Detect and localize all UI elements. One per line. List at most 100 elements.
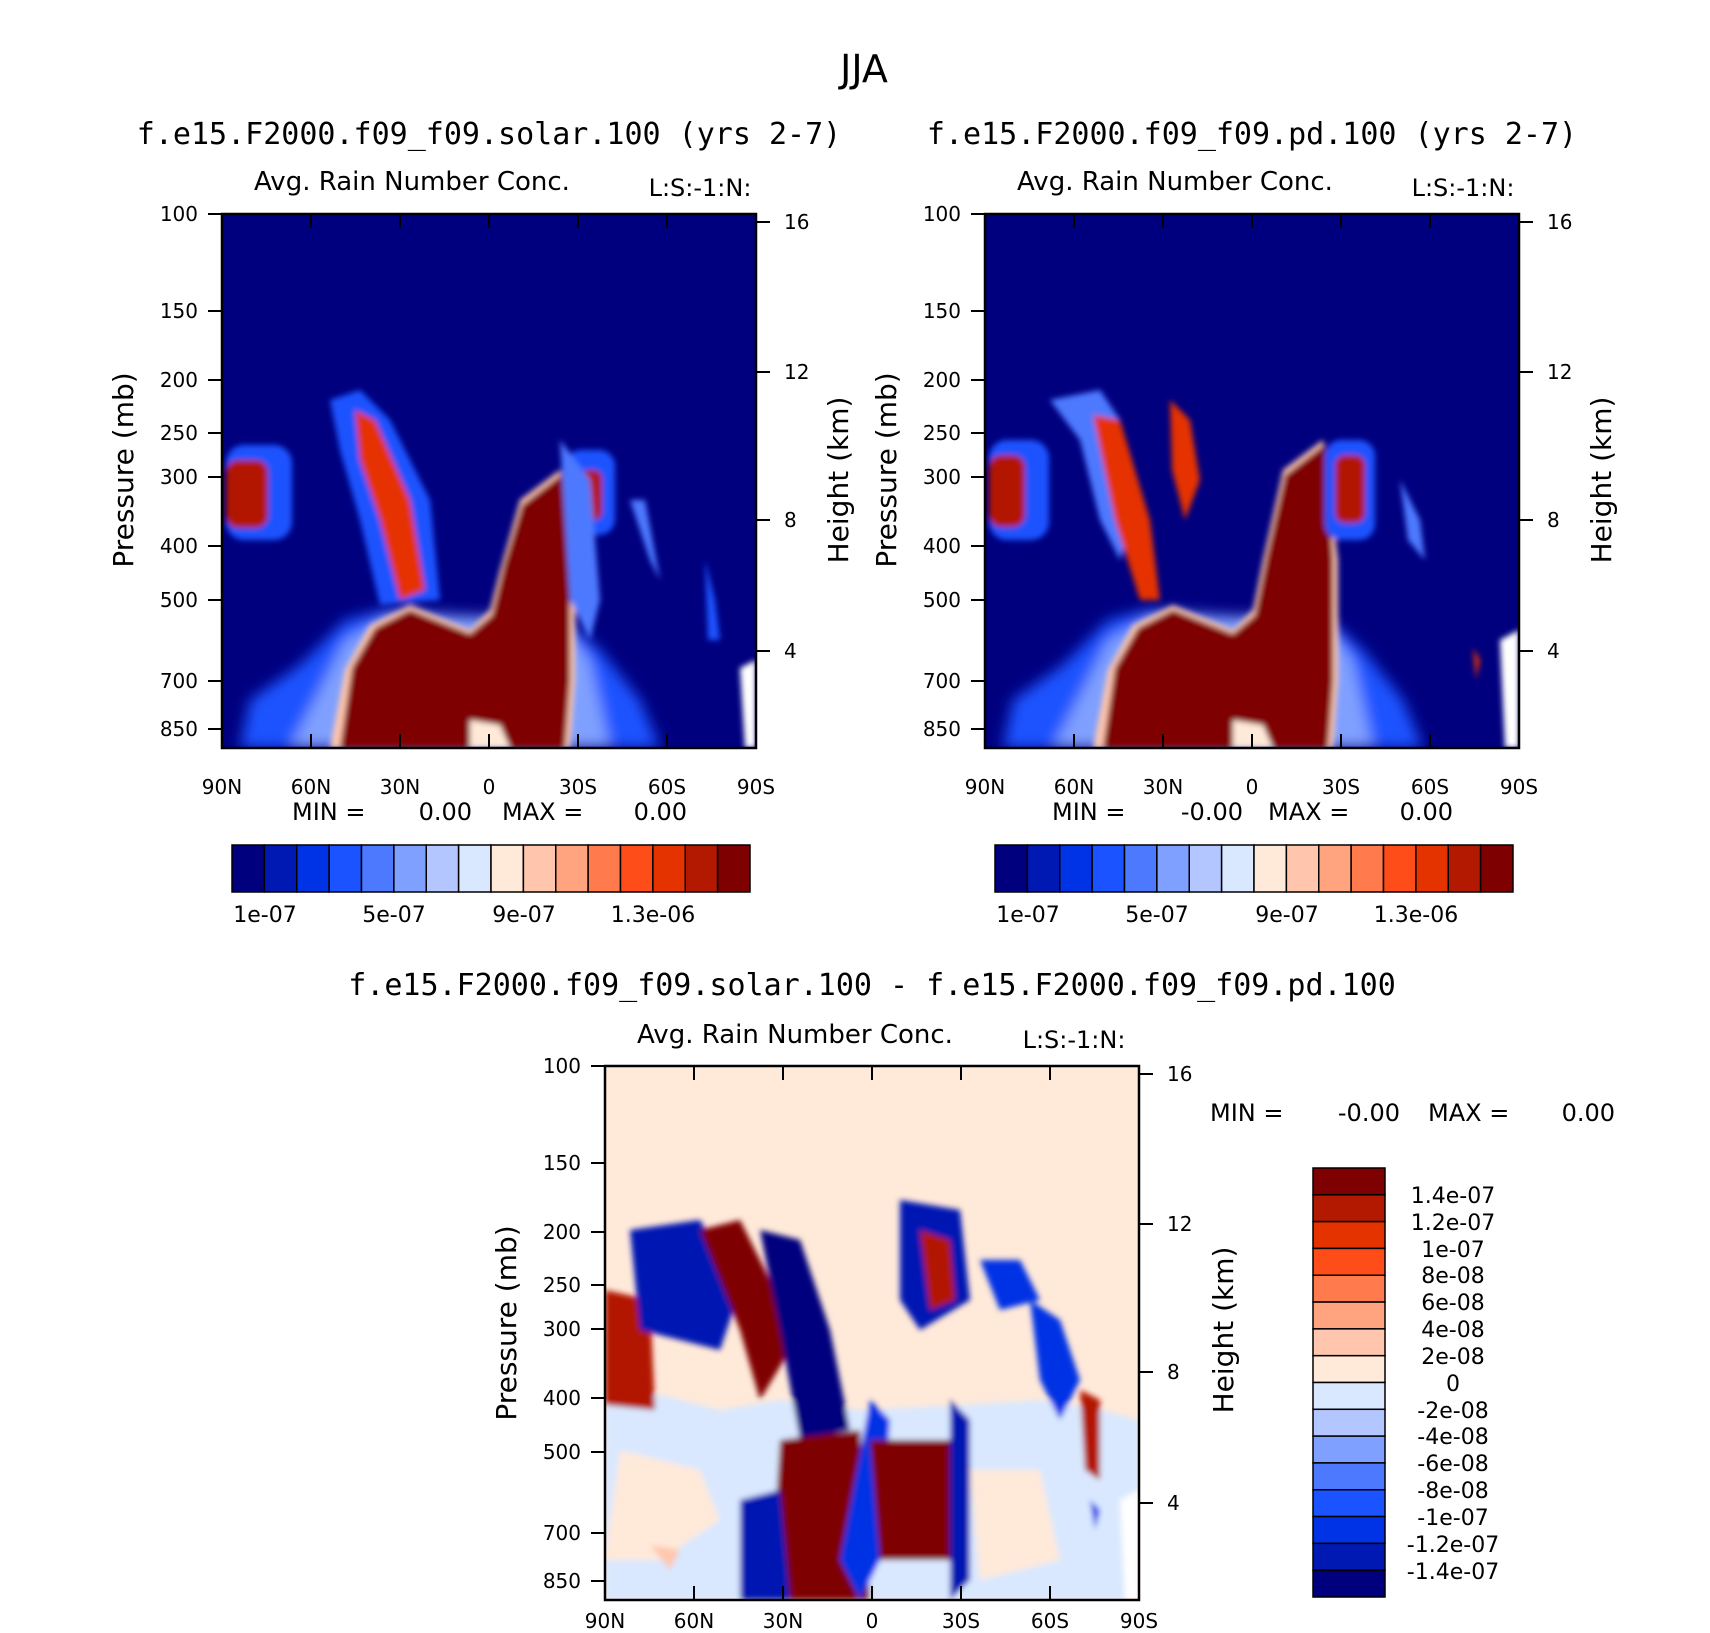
y-tick-label: 400 [923,534,961,558]
stat-max-label: MAX = [1428,1099,1509,1127]
colorbar-swatch [1156,844,1190,893]
colorbar-label: -4e-08 [1417,1425,1488,1450]
stat-min-label: MIN = [1210,1099,1283,1127]
level-tag: L:S:-1:N: [649,174,752,202]
colorbar-label: 5e-07 [1125,903,1188,928]
panel-difference: f.e15.F2000.f09_f09.solar.100 - f.e15.F2… [348,968,1615,1633]
y-ticks [971,213,1533,730]
colorbar-swatch [1318,844,1352,893]
colorbar-swatch [1091,844,1126,893]
plot-title: Avg. Rain Number Conc. [1017,167,1333,197]
height-tick-label: 4 [784,639,797,663]
colorbar-label: 1e-07 [233,903,296,928]
height-tick-label: 12 [1167,1212,1192,1236]
y-axis-label: Pressure (mb) [490,1225,523,1420]
colorbar-label: 1.4e-07 [1411,1184,1495,1209]
y-tick-label: 100 [543,1054,581,1078]
colorbar-label: -2e-08 [1417,1399,1488,1424]
stat-min-value: 0.00 [419,798,472,826]
x-tick-label: 30N [763,1609,803,1633]
y-tick-label: 500 [543,1440,581,1464]
case-title: f.e15.F2000.f09_f09.pd.100 (yrs 2-7) [927,117,1577,152]
stat-max-label: MAX = [502,798,583,826]
colorbar-swatch [1447,844,1482,893]
colorbar-swatch [1312,1247,1386,1276]
colorbar-label: 1.3e-06 [1374,903,1458,928]
colorbar-label: -8e-08 [1417,1479,1488,1504]
colorbar-swatch [425,844,460,893]
colorbar-swatch [1479,844,1514,893]
x-tick-label: 90N [202,775,242,799]
height-tick-label: 16 [1547,210,1572,234]
heatmap-field [605,1066,1139,1600]
stat-max-value: 0.00 [1400,798,1453,826]
page-title: JJA [838,47,888,91]
colorbar-swatch [296,844,330,893]
colorbar-swatch [1188,844,1223,893]
y-tick-label: 850 [543,1569,581,1593]
colorbar-swatch [1123,844,1158,893]
stat-min-label: MIN = [292,798,365,826]
y-tick-label: 300 [160,465,198,489]
x-tick-label: 30N [380,775,420,799]
colorbar-swatch [1312,1301,1386,1330]
x-tick-label: 60N [1054,775,1094,799]
y-axis-label: Pressure (mb) [107,372,140,567]
y-tick-label: 250 [543,1273,581,1297]
y-tick-label: 150 [923,299,961,323]
colorbar-swatch [1312,1194,1386,1223]
height-tick-label: 8 [784,508,797,532]
x-tick-label: 0 [1246,775,1259,799]
case-title: f.e15.F2000.f09_f09.solar.100 - f.e15.F2… [348,968,1396,1003]
x-tick-label: 60S [648,775,686,799]
x-tick-label: 90N [965,775,1005,799]
level-tag: L:S:-1:N: [1023,1026,1126,1054]
colorbar-swatch [1415,844,1449,893]
colorbar-swatch [1312,1381,1386,1411]
level-tag: L:S:-1:N: [1412,174,1515,202]
x-tick-label: 90S [1500,775,1538,799]
colorbar-swatch [457,844,492,893]
heatmap-field [985,214,1519,748]
y-tick-label: 150 [543,1151,581,1175]
colorbar-swatch [328,844,363,893]
x-tick-label: 90S [737,775,775,799]
y-tick-label: 150 [160,299,198,323]
heatmap-field [222,214,756,748]
colorbar-label: 1e-07 [1421,1238,1484,1263]
colorbar-label: 4e-08 [1421,1318,1484,1343]
colorbar-swatch [1382,844,1417,893]
panel-solar: f.e15.F2000.f09_f09.solar.100 (yrs 2-7) … [107,117,855,928]
x-ticks [984,214,1520,748]
colorbar-label: 8e-08 [1421,1264,1484,1289]
y-ticks [208,213,770,730]
stat-max-value: 0.00 [1562,1099,1615,1127]
colorbar-swatch [393,844,427,893]
y-tick-label: 500 [160,588,198,612]
colorbar-swatch [994,844,1029,893]
colorbar-swatch [1312,1435,1386,1464]
y-tick-label: 850 [923,717,961,741]
colorbar-swatch [1312,1462,1386,1491]
x-ticks [221,214,757,748]
colorbar-swatch [1312,1328,1386,1357]
y-axis-label: Pressure (mb) [870,372,903,567]
y-tick-label: 250 [160,421,198,445]
y-tick-label: 700 [923,669,961,693]
colorbar-swatch [1312,1569,1386,1598]
stat-max-value: 0.00 [634,798,687,826]
colorbar-swatch [1253,844,1288,893]
stat-max-label: MAX = [1268,798,1349,826]
y-tick-label: 250 [923,421,961,445]
x-tick-label: 60S [1411,775,1449,799]
y-tick-label: 500 [923,588,961,612]
colorbar-label: 1e-07 [996,903,1059,928]
colorbar-swatch [1059,844,1093,893]
plot-title: Avg. Rain Number Conc. [254,167,570,197]
y-tick-label: 400 [160,534,198,558]
x-tick-label: 90S [1120,1609,1158,1633]
stat-min-value: -0.00 [1338,1099,1400,1127]
y-tick-label: 300 [923,465,961,489]
y-tick-label: 700 [160,669,198,693]
